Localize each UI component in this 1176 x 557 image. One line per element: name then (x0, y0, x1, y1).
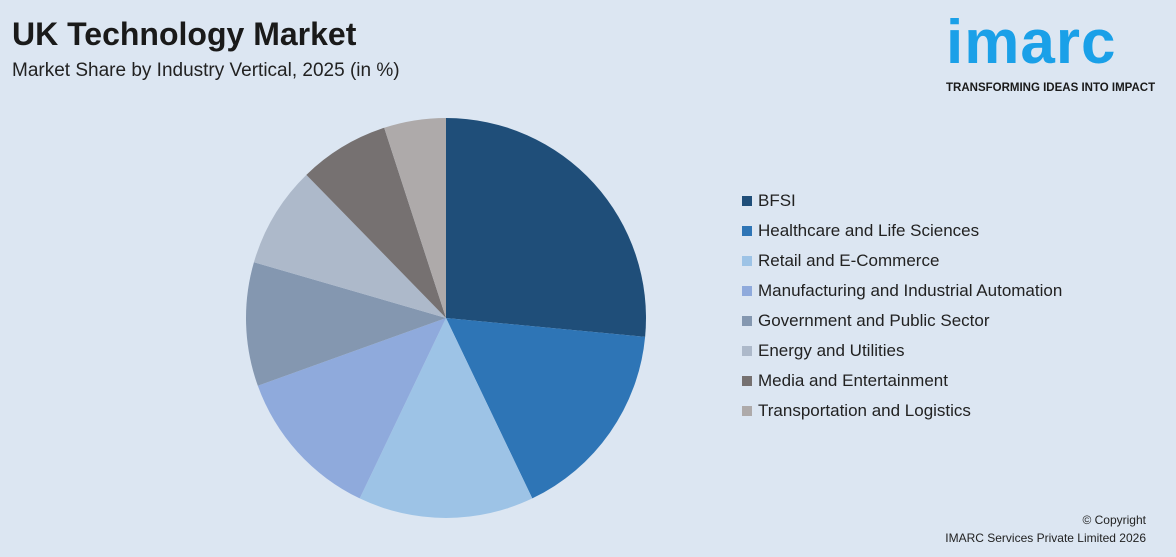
legend-item: Transportation and Logistics (742, 396, 1062, 426)
legend-swatch (742, 376, 752, 386)
copyright: © Copyright IMARC Services Private Limit… (945, 511, 1146, 547)
copyright-label: © Copyright (1082, 513, 1146, 527)
legend-swatch (742, 226, 752, 236)
legend-label: Transportation and Logistics (758, 401, 971, 420)
legend-swatch (742, 406, 752, 416)
pie-slice-manufacturing-and-industrial-automation (257, 318, 446, 499)
chart-title: UK Technology Market (12, 16, 357, 52)
imarc-logo: imarc TRANSFORMING IDEAS INTO IMPACT (946, 8, 1171, 95)
legend-item: Manufacturing and Industrial Automation (742, 276, 1062, 306)
legend-swatch (742, 286, 752, 296)
legend-swatch (742, 256, 752, 266)
logo-word: imarc (946, 8, 1117, 77)
legend-label: Retail and E-Commerce (758, 251, 940, 270)
pie-slice-media-and-entertainment (306, 127, 446, 318)
legend-item: Retail and E-Commerce (742, 246, 1062, 276)
legend-item: Energy and Utilities (742, 336, 1062, 366)
chart-subtitle: Market Share by Industry Vertical, 2025 … (12, 60, 400, 81)
pie-slice-government-and-public-sector (246, 262, 446, 386)
legend-item: Government and Public Sector (742, 306, 1062, 336)
pie-slice-transportation-and-logistics (384, 118, 446, 318)
legend: BFSI Healthcare and Life Sciences Retail a… (742, 186, 1062, 426)
legend-label: Healthcare and Life Sciences (758, 221, 980, 240)
legend-label: Energy and Utilities (758, 341, 905, 360)
legend-item: Media and Entertainment (742, 366, 1062, 396)
logo-tagline: TRANSFORMING IDEAS INTO IMPACT (946, 82, 1156, 94)
legend-item: Healthcare and Life Sciences (742, 216, 1062, 246)
legend-swatch (742, 316, 752, 326)
legend-item: BFSI (742, 186, 1062, 216)
legend-label: BFSI (758, 191, 796, 210)
copyright-company: IMARC Services Private Limited 2026 (945, 531, 1146, 545)
pie-slice-healthcare-and-life-sciences (446, 318, 646, 499)
legend-label: Media and Entertainment (758, 371, 948, 390)
legend-label: Government and Public Sector (758, 311, 990, 330)
legend-swatch (742, 196, 752, 206)
legend-swatch (742, 346, 752, 356)
pie-slice-energy-and-utilities (253, 174, 446, 318)
pie-slice-bfsi (446, 118, 646, 337)
pie-slice-retail-and-e-commerce (359, 318, 533, 518)
legend-label: Manufacturing and Industrial Automation (758, 281, 1063, 300)
